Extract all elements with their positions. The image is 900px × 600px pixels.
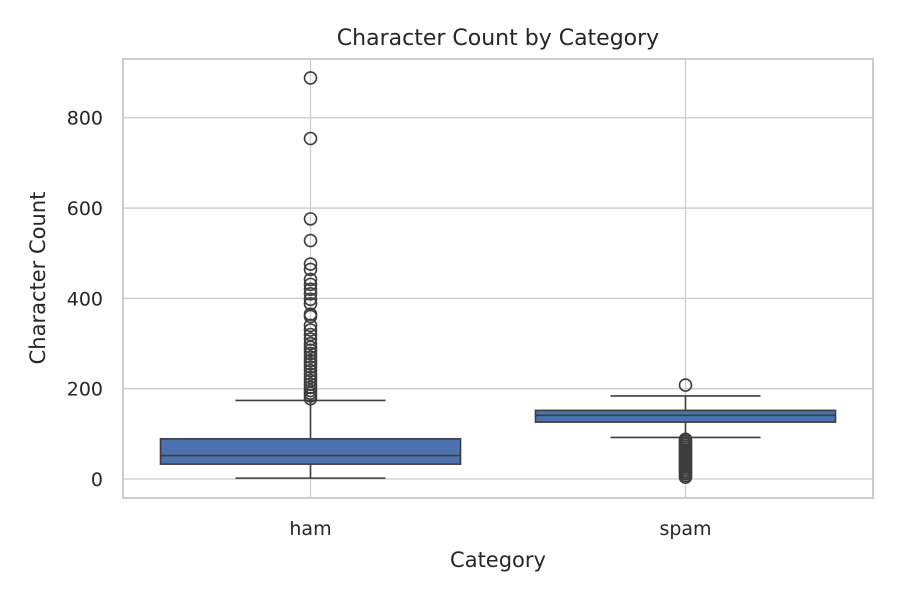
outlier-point xyxy=(303,323,318,337)
y-tick-label: 0 xyxy=(91,469,103,491)
outlier-point xyxy=(303,262,318,277)
box-layer xyxy=(159,71,837,485)
grid-layer xyxy=(123,59,873,498)
outlier-point xyxy=(303,292,318,307)
chart-title: Character Count by Category xyxy=(337,26,659,51)
outlier-point xyxy=(303,212,318,226)
outlier-point xyxy=(303,71,318,85)
x-tick-label-spam: spam xyxy=(659,518,711,540)
outlier-point xyxy=(303,318,318,333)
outlier-point xyxy=(303,272,318,287)
plot-frame xyxy=(122,58,874,499)
outlier-point xyxy=(678,378,693,392)
y-tick-label: 600 xyxy=(67,198,103,220)
outlier-point xyxy=(303,346,318,361)
y-tick-label: 400 xyxy=(67,288,103,310)
outlier-point xyxy=(303,360,318,374)
outlier-point xyxy=(303,350,318,364)
y-tick-labels: 0 200 400 600 800 xyxy=(67,108,103,491)
outlier-point xyxy=(303,233,318,248)
iqr-box-spam xyxy=(534,409,837,423)
x-tick-labels: ham spam xyxy=(289,518,711,540)
outlier-point xyxy=(303,391,318,406)
outlier-point xyxy=(303,336,318,351)
x-axis-label: Category xyxy=(450,548,546,572)
x-tick-label-ham: ham xyxy=(289,518,331,540)
outlier-point xyxy=(303,309,318,324)
box-group-ham xyxy=(159,71,462,479)
y-tick-label: 200 xyxy=(67,379,103,401)
outlier-point xyxy=(303,277,318,292)
outlier-point xyxy=(303,131,318,146)
outlier-point xyxy=(303,287,318,301)
y-tick-label: 800 xyxy=(67,108,103,130)
iqr-box-ham xyxy=(159,438,462,465)
box-group-spam xyxy=(534,378,837,485)
outlier-point xyxy=(678,470,693,485)
y-axis-label: Character Count xyxy=(26,192,50,365)
outlier-point xyxy=(303,282,318,297)
outlier-point xyxy=(303,363,318,378)
outlier-point xyxy=(303,257,318,271)
